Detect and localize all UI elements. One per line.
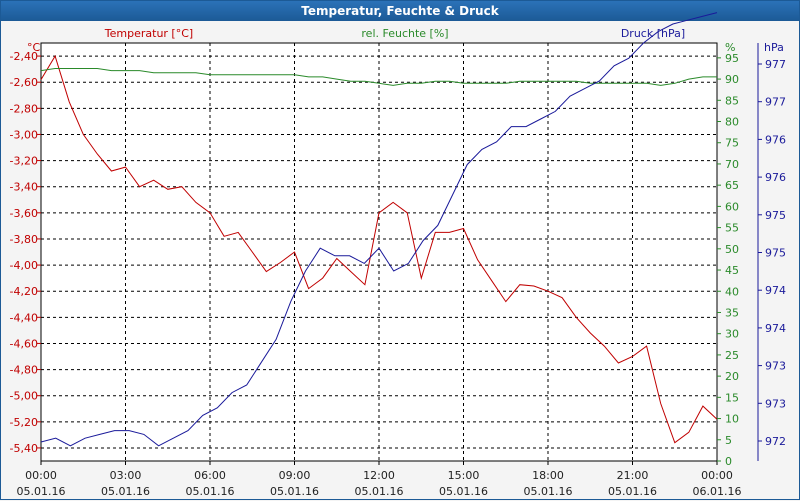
legend-pressure: Druck [hPa] bbox=[621, 27, 685, 40]
y-tick-label-humidity: 70 bbox=[725, 158, 739, 171]
y-tick-label-pressure: 973 bbox=[765, 360, 786, 373]
y-tick-label-humidity: 40 bbox=[725, 285, 739, 298]
y-tick-label-humidity: 65 bbox=[725, 179, 739, 192]
axis-unit-temperature: °C bbox=[27, 41, 41, 54]
x-tick-label-time: 06:00 bbox=[194, 469, 226, 482]
x-tick-label-date: 06.01.16 bbox=[693, 485, 742, 498]
y-tick-label-temperature: -5,20 bbox=[10, 416, 38, 429]
y-tick-label-pressure: 973 bbox=[765, 397, 786, 410]
y-tick-label-humidity: 10 bbox=[725, 413, 739, 426]
x-tick-label-date: 05.01.16 bbox=[439, 485, 488, 498]
y-tick-label-humidity: 50 bbox=[725, 243, 739, 256]
axes-layer: 00:00 05.01.16 03:00 05.01.16 06:00 05.01.16 0… bbox=[10, 43, 786, 498]
x-tick-label-date: 05.01.16 bbox=[270, 485, 319, 498]
y-tick-label-temperature: -4,00 bbox=[10, 259, 38, 272]
series-line-pressure bbox=[40, 12, 718, 447]
y-tick-label-temperature: -2,60 bbox=[10, 76, 38, 89]
y-tick-label-temperature: -2,80 bbox=[10, 102, 38, 115]
y-tick-label-temperature: -5,40 bbox=[10, 442, 38, 455]
y-tick-label-temperature: -4,20 bbox=[10, 285, 38, 298]
x-tick-label-time: 15:00 bbox=[448, 469, 480, 482]
x-tick-label-time: 00:00 bbox=[701, 469, 733, 482]
y-tick-label-pressure: 974 bbox=[765, 322, 786, 335]
y-tick-label-humidity: 90 bbox=[725, 73, 739, 86]
y-tick-label-temperature: -3,20 bbox=[10, 155, 38, 168]
y-tick-label-humidity: 15 bbox=[725, 391, 739, 404]
y-tick-label-pressure: 977 bbox=[765, 58, 786, 71]
series-layer bbox=[40, 12, 718, 447]
y-tick-label-pressure: 975 bbox=[765, 247, 786, 260]
grid bbox=[41, 43, 717, 461]
y-tick-label-temperature: -3,00 bbox=[10, 128, 38, 141]
x-tick-label-date: 05.01.16 bbox=[524, 485, 573, 498]
y-tick-label-humidity: 0 bbox=[725, 455, 732, 468]
y-tick-label-temperature: -4,60 bbox=[10, 337, 38, 350]
axis-unit-pressure: hPa bbox=[764, 41, 784, 54]
x-tick-label-date: 05.01.16 bbox=[101, 485, 150, 498]
y-tick-label-humidity: 60 bbox=[725, 200, 739, 213]
y-tick-label-pressure: 974 bbox=[765, 284, 786, 297]
y-tick-label-pressure: 975 bbox=[765, 209, 786, 222]
x-tick-label-date: 05.01.16 bbox=[608, 485, 657, 498]
x-tick-label-date: 05.01.16 bbox=[355, 485, 404, 498]
y-tick-label-humidity: 95 bbox=[725, 52, 739, 65]
y-tick-label-humidity: 5 bbox=[725, 434, 732, 447]
series-line-temperature bbox=[40, 54, 718, 444]
x-tick-label-time: 00:00 bbox=[25, 469, 57, 482]
y-tick-label-pressure: 976 bbox=[765, 171, 786, 184]
x-tick-label-time: 03:00 bbox=[110, 469, 142, 482]
y-tick-label-humidity: 80 bbox=[725, 116, 739, 129]
y-tick-label-humidity: 85 bbox=[725, 94, 739, 107]
y-tick-label-humidity: 20 bbox=[725, 370, 739, 383]
y-tick-label-temperature: -3,80 bbox=[10, 233, 38, 246]
legend-temperature: Temperatur [°C] bbox=[104, 27, 193, 40]
y-tick-label-pressure: 972 bbox=[765, 435, 786, 448]
y-tick-label-temperature: -3,60 bbox=[10, 207, 38, 220]
y-tick-label-humidity: 45 bbox=[725, 264, 739, 277]
y-tick-label-pressure: 976 bbox=[765, 133, 786, 146]
series-line-humidity bbox=[40, 68, 717, 86]
y-tick-label-humidity: 55 bbox=[725, 222, 739, 235]
y-tick-label-humidity: 35 bbox=[725, 306, 739, 319]
y-tick-label-temperature: -3,40 bbox=[10, 181, 38, 194]
y-tick-label-temperature: -5,00 bbox=[10, 390, 38, 403]
axis-unit-humidity: % bbox=[725, 41, 735, 54]
y-tick-label-humidity: 25 bbox=[725, 349, 739, 362]
x-tick-label-date: 05.01.16 bbox=[17, 485, 66, 498]
legend-humidity: rel. Feuchte [%] bbox=[361, 27, 448, 40]
x-tick-label-time: 21:00 bbox=[617, 469, 649, 482]
x-tick-label-time: 18:00 bbox=[532, 469, 564, 482]
y-tick-label-humidity: 30 bbox=[725, 328, 739, 341]
y-tick-label-pressure: 977 bbox=[765, 96, 786, 109]
x-tick-label-time: 09:00 bbox=[279, 469, 311, 482]
x-tick-label-date: 05.01.16 bbox=[186, 485, 235, 498]
y-tick-label-temperature: -4,40 bbox=[10, 311, 38, 324]
window-title: Temperatur, Feuchte & Druck bbox=[1, 1, 799, 21]
y-tick-label-humidity: 75 bbox=[725, 137, 739, 150]
y-tick-label-temperature: -2,40 bbox=[10, 50, 38, 63]
x-tick-label-time: 12:00 bbox=[363, 469, 395, 482]
y-tick-label-temperature: -4,80 bbox=[10, 364, 38, 377]
